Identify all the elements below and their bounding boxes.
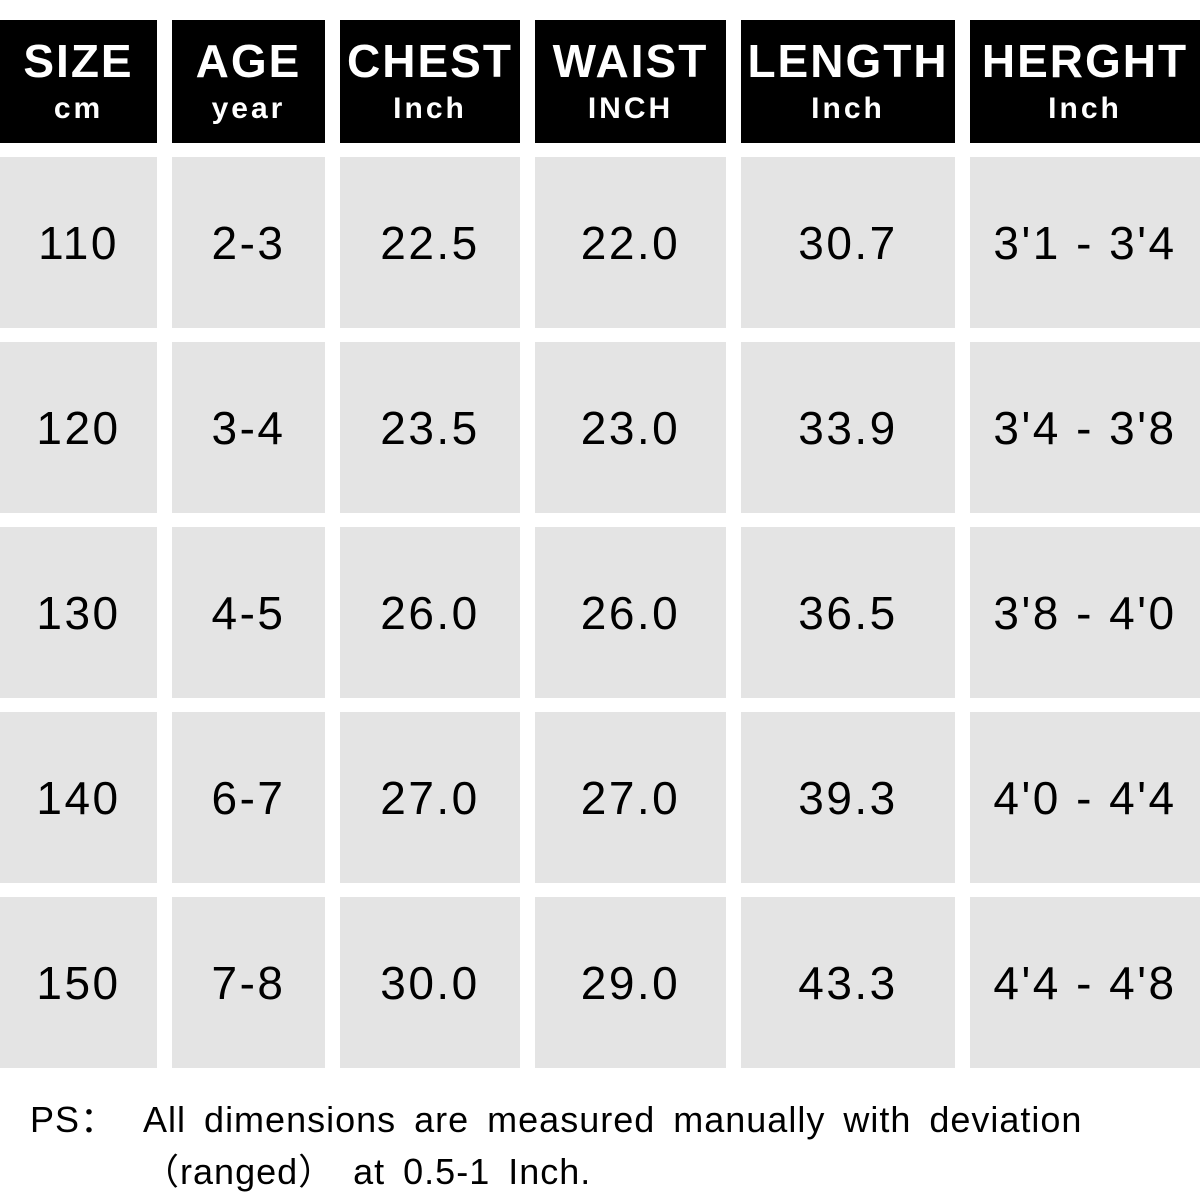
footnote-text: All dimensions are measured manually wit… — [143, 1094, 1180, 1198]
table-cell-age: 6-7 — [172, 712, 325, 883]
column-header-waist: WAIST INCH — [535, 20, 726, 143]
size-table: SIZE cm AGE year CHEST Inch WAIST INCH L… — [0, 20, 1200, 1068]
table-cell-herght: 4'4 - 4'8 — [970, 897, 1200, 1068]
column-header-chest: CHEST Inch — [340, 20, 520, 143]
table-cell-herght: 3'8 - 4'0 — [970, 527, 1200, 698]
column-header-label: CHEST — [347, 35, 513, 88]
footnote-line-2: （ranged） at 0.5-1 Inch. — [143, 1151, 592, 1192]
column-header-size: SIZE cm — [0, 20, 157, 143]
footnote-label: PS： — [30, 1099, 118, 1140]
column-header-unit: Inch — [393, 91, 467, 125]
table-cell-age: 7-8 — [172, 897, 325, 1068]
column-header-label: WAIST — [552, 35, 709, 88]
table-cell-length: 33.9 — [741, 342, 955, 513]
table-cell-length: 30.7 — [741, 157, 955, 328]
table-cell-herght: 3'1 - 3'4 — [970, 157, 1200, 328]
table-cell-size: 120 — [0, 342, 157, 513]
column-header-unit: INCH — [587, 91, 674, 125]
footnote: PS： All dimensions are measured manually… — [0, 1068, 1200, 1198]
table-cell-waist: 27.0 — [535, 712, 726, 883]
table-cell-size: 130 — [0, 527, 157, 698]
column-header-label: SIZE — [23, 35, 134, 88]
footnote-line-1: All dimensions are measured manually wit… — [143, 1099, 1083, 1140]
table-cell-size: 110 — [0, 157, 157, 328]
table-cell-chest: 23.5 — [340, 342, 520, 513]
table-cell-age: 2-3 — [172, 157, 325, 328]
column-header-unit: year — [211, 91, 286, 125]
table-cell-herght: 3'4 - 3'8 — [970, 342, 1200, 513]
column-header-unit: Inch — [811, 91, 885, 125]
table-cell-herght: 4'0 - 4'4 — [970, 712, 1200, 883]
table-cell-age: 4-5 — [172, 527, 325, 698]
column-header-label: AGE — [195, 35, 302, 88]
table-cell-chest: 26.0 — [340, 527, 520, 698]
column-header-length: LENGTH Inch — [741, 20, 955, 143]
column-header-label: LENGTH — [747, 35, 949, 88]
table-cell-chest: 22.5 — [340, 157, 520, 328]
table-cell-length: 36.5 — [741, 527, 955, 698]
table-cell-length: 39.3 — [741, 712, 955, 883]
column-header-unit: cm — [53, 91, 104, 125]
table-cell-waist: 22.0 — [535, 157, 726, 328]
table-cell-chest: 27.0 — [340, 712, 520, 883]
table-cell-length: 43.3 — [741, 897, 955, 1068]
table-cell-waist: 23.0 — [535, 342, 726, 513]
column-header-herght: HERGHT Inch — [970, 20, 1200, 143]
table-cell-chest: 30.0 — [340, 897, 520, 1068]
table-cell-waist: 26.0 — [535, 527, 726, 698]
table-cell-waist: 29.0 — [535, 897, 726, 1068]
table-cell-age: 3-4 — [172, 342, 325, 513]
column-header-label: HERGHT — [981, 35, 1189, 88]
column-header-age: AGE year — [172, 20, 325, 143]
table-cell-size: 140 — [0, 712, 157, 883]
column-header-unit: Inch — [1048, 91, 1122, 125]
table-cell-size: 150 — [0, 897, 157, 1068]
